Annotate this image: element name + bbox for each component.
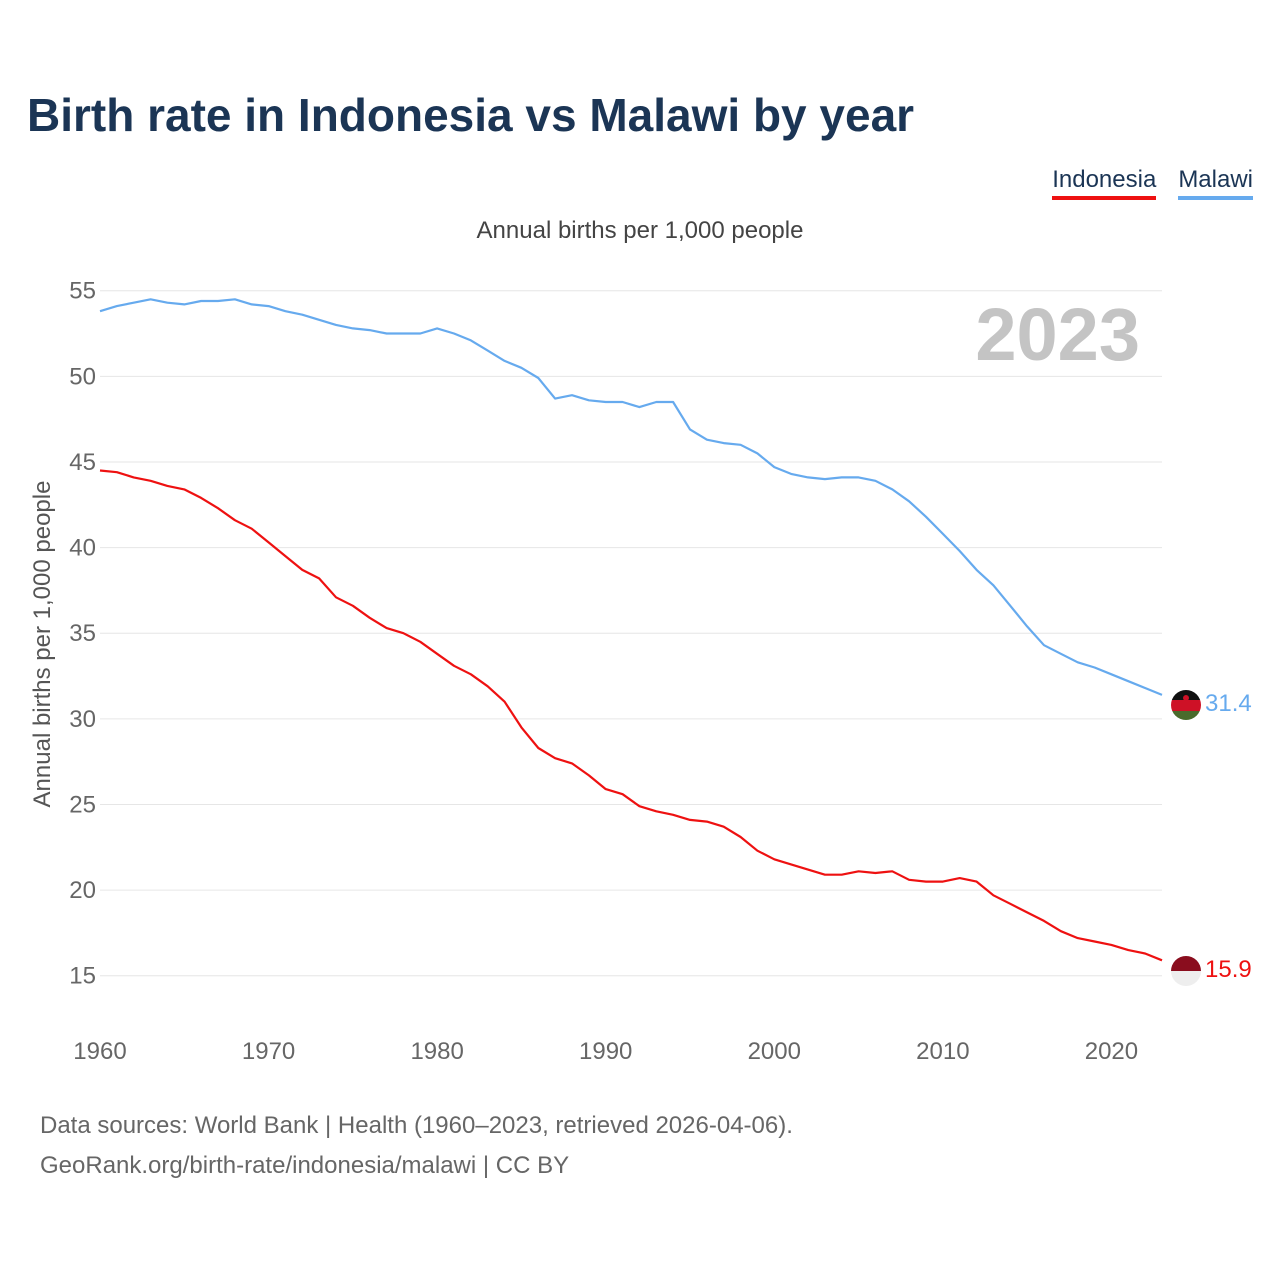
chart-subtitle: Annual births per 1,000 people [476,217,804,244]
x-tick-label: 1980 [410,1038,463,1065]
series-line-malawi [99,298,1163,696]
footer: Data sources: World Bank | Health (1960–… [40,1106,793,1186]
legend: Indonesia Malawi [1052,166,1253,200]
y-tick-label: 40 [69,535,96,562]
y-tick-label: 20 [69,877,96,904]
legend-item-malawi[interactable]: Malawi [1178,166,1253,200]
x-tick-label: 2020 [1085,1038,1138,1065]
series-lines [99,298,1163,962]
chart-title: Birth rate in Indonesia vs Malawi by yea… [27,89,915,141]
malawi-end-value: 31.4 [1205,690,1252,717]
y-tick-label: 30 [69,706,96,733]
y-tick-label: 55 [69,278,96,305]
grid [100,290,1162,977]
x-axis: 1960 1970 1980 1990 2000 2010 2020 [73,1038,1138,1065]
indonesia-flag-icon [1171,956,1201,986]
x-tick-label: 1990 [579,1038,632,1065]
x-tick-label: 1960 [73,1038,126,1065]
x-tick-label: 2000 [748,1038,801,1065]
indonesia-end-value: 15.9 [1205,956,1252,983]
legend-item-indonesia[interactable]: Indonesia [1052,166,1157,200]
x-tick-label: 2010 [916,1038,969,1065]
x-tick-label: 1970 [242,1038,295,1065]
y-tick-label: 50 [69,363,96,390]
series-line-indonesia [99,469,1163,962]
data-sources: Data sources: World Bank | Health (1960–… [40,1112,793,1139]
year-watermark: 2023 [975,293,1140,376]
credit-link[interactable]: GeoRank.org/birth-rate/indonesia/malawi … [40,1152,570,1179]
y-axis: 15 20 25 30 35 40 45 50 55 [69,278,96,990]
y-tick-label: 25 [69,791,96,818]
y-tick-label: 15 [69,963,96,990]
y-tick-label: 35 [69,620,96,647]
malawi-flag-icon [1171,690,1201,720]
line-chart: 2023 15 20 25 30 35 40 45 50 55 1960 1970 1980 1990… [29,278,1252,1065]
y-axis-label: Annual births per 1,000 people [29,481,56,808]
y-tick-label: 45 [69,449,96,476]
